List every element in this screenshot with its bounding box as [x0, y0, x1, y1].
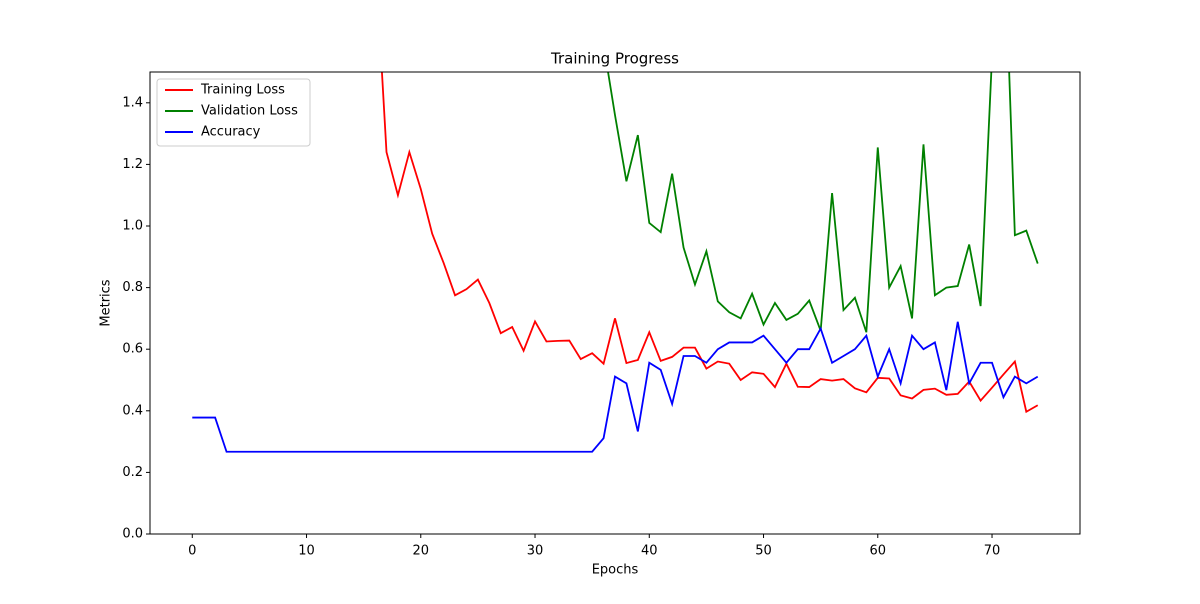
legend-label: Training Loss [200, 83, 285, 98]
y-tick-label: 0.0 [122, 527, 143, 542]
x-tick-label: 60 [870, 544, 887, 559]
legend-label: Validation Loss [201, 104, 298, 119]
y-tick-label: 0.8 [122, 280, 143, 295]
x-tick-label: 40 [641, 544, 658, 559]
x-tick-label: 10 [298, 544, 315, 559]
series-line [192, 321, 1039, 453]
x-axis-label: Epochs [592, 563, 639, 578]
x-tick-label: 0 [188, 544, 196, 559]
y-tick-label: 1.0 [122, 219, 143, 234]
y-tick-label: 0.2 [122, 465, 143, 480]
y-tick-label: 0.4 [122, 403, 143, 418]
x-tick-label: 70 [984, 544, 1001, 559]
series-line [381, 72, 1039, 414]
x-tick-label: 50 [755, 544, 772, 559]
axes-frame [149, 71, 1081, 535]
y-tick-label: 0.6 [122, 342, 143, 357]
chart-title: Training Progress [550, 50, 679, 68]
series-line [607, 72, 1039, 333]
legend-label: Accuracy [201, 125, 261, 140]
y-axis-label: Metrics [99, 279, 114, 326]
x-tick-label: 20 [413, 544, 430, 559]
y-tick-label: 1.4 [122, 95, 143, 110]
y-tick-label: 1.2 [122, 157, 143, 172]
plot-area [192, 72, 1039, 453]
x-tick-label: 30 [527, 544, 544, 559]
legend-box [156, 78, 311, 147]
